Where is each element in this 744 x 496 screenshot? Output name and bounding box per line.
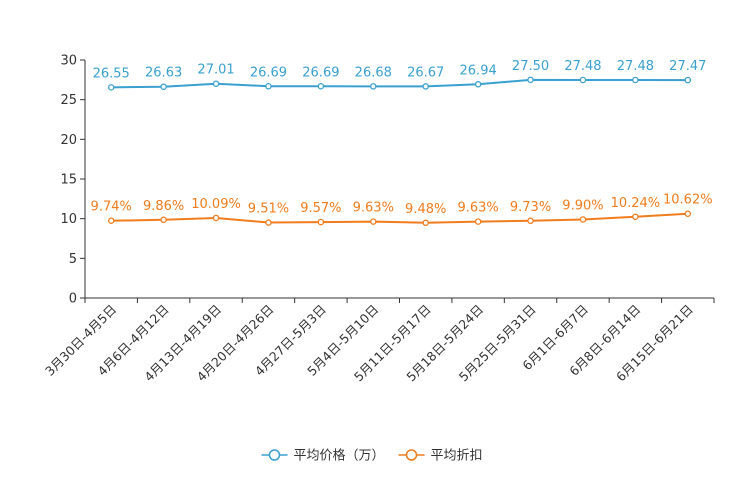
data-label: 26.94: [460, 63, 497, 78]
data-label: 9.63%: [457, 201, 498, 216]
data-point: [370, 83, 377, 90]
y-tick-label: 20: [60, 133, 77, 148]
legend-label: 平均价格（万）: [293, 448, 384, 464]
data-point: [370, 218, 377, 225]
data-label: 26.67: [407, 65, 444, 80]
y-tick-label: 30: [60, 54, 77, 69]
data-point: [527, 76, 534, 84]
data-point: [632, 76, 639, 84]
data-label: 10.24%: [611, 196, 661, 211]
series-layer: 26.55 26.63 27.01 26.69 26.69 26.68 26.67 26.94…: [91, 59, 713, 227]
data-label: 9.57%: [300, 201, 341, 216]
data-label: 9.73%: [510, 200, 551, 215]
data-label: 27.01: [197, 63, 234, 78]
y-tick-label: 0: [69, 292, 77, 307]
y-tick-label: 5: [69, 252, 77, 267]
y-tick-label: 15: [60, 173, 77, 188]
data-label: 26.69: [250, 65, 287, 80]
data-label: 9.86%: [143, 199, 184, 214]
data-point: [579, 76, 587, 84]
data-point: [684, 76, 692, 84]
data-label: 26.69: [302, 65, 339, 80]
legend-marker: [405, 449, 418, 461]
data-label: 9.74%: [91, 200, 132, 215]
series-1: 9.74% 9.86% 10.09% 9.51% 9.57% 9.63% 9.48% 9.63…: [91, 193, 713, 227]
data-label: 27.47: [669, 59, 706, 74]
data-label: 27.50: [512, 59, 549, 74]
data-point: [265, 219, 272, 226]
data-label: 27.48: [617, 59, 654, 74]
data-label: 9.63%: [353, 201, 394, 216]
data-point: [107, 84, 115, 91]
series-0: 26.55 26.63 27.01 26.69 26.69 26.68 26.67 26.94…: [93, 59, 706, 91]
legend-item-1: 平均折扣: [398, 449, 483, 464]
data-point: [527, 217, 534, 225]
data-label: 9.90%: [562, 198, 603, 213]
data-point: [474, 81, 482, 88]
data-label: 27.48: [564, 59, 601, 74]
data-point: [212, 80, 220, 87]
data-label: 9.51%: [248, 202, 289, 217]
data-label: 10.62%: [663, 193, 713, 208]
legend: 平均价格（万） 平均折扣: [261, 448, 483, 464]
data-point: [684, 210, 692, 217]
data-label: 9.48%: [405, 202, 446, 217]
data-label: 26.63: [145, 66, 182, 81]
data-point: [422, 83, 429, 90]
data-point: [107, 217, 115, 224]
legend-item-0: 平均价格（万）: [261, 448, 385, 464]
axes: 0510152025303月30日-4月5日4月6日-4月12日4月13日-4月…: [42, 54, 715, 384]
data-label: 10.09%: [191, 197, 241, 212]
y-tick-label: 10: [60, 212, 77, 227]
y-tick-label: 25: [60, 93, 77, 108]
data-point: [317, 83, 325, 90]
data-label: 26.68: [355, 65, 392, 80]
data-point: [579, 216, 587, 223]
legend-marker: [268, 449, 281, 461]
legend-label: 平均折扣: [431, 449, 483, 464]
data-point: [265, 83, 272, 90]
data-point: [212, 214, 220, 222]
series-line: [111, 78, 688, 89]
data-label: 26.55: [93, 66, 130, 81]
data-point: [422, 219, 429, 227]
series-line: [111, 212, 688, 224]
data-point: [317, 218, 325, 226]
data-point: [160, 216, 167, 224]
data-point: [632, 213, 639, 221]
data-point: [160, 83, 167, 90]
data-point: [474, 218, 482, 225]
